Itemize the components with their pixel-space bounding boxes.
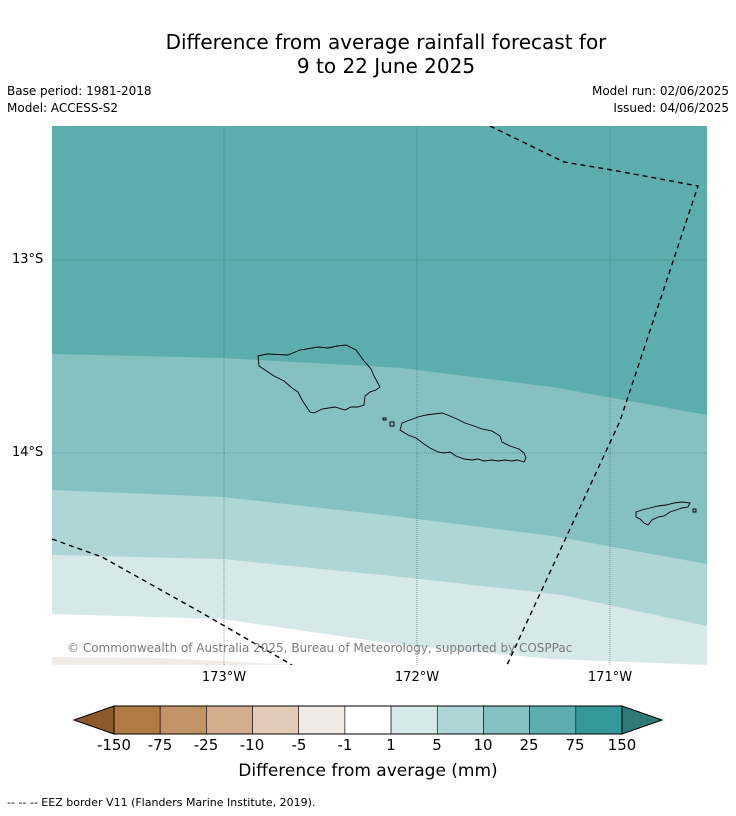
colorbar-cell: [252, 705, 300, 735]
colorbar-tick: -25: [193, 736, 219, 754]
colorbar-tick: -150: [96, 736, 132, 754]
colorbar-tick: 150: [607, 736, 637, 754]
colorbar-cell: [298, 705, 346, 735]
upolu-island: [399, 412, 527, 463]
eez-border: [52, 126, 699, 665]
colorbar-cell: [113, 705, 161, 735]
title-line-1: Difference from average rainfall forecas…: [165, 30, 607, 54]
colorbar-tick: 10: [473, 736, 493, 754]
colorbar-extend-high: [621, 705, 664, 735]
colorbar-cell: [483, 705, 530, 735]
colorbar: [72, 705, 664, 735]
islands: [257, 344, 697, 526]
colorbar-cell: [206, 705, 253, 735]
colorbar-tick: -1: [337, 736, 353, 754]
copyright-notice: © Commonwealth of Australia 2025, Bureau…: [67, 641, 573, 655]
colorbar-tick: 25: [519, 736, 539, 754]
colorbar-tick: 1: [386, 736, 396, 754]
eez-legend-note: -- -- -- EEZ border V11 (Flanders Marine…: [7, 796, 316, 809]
colorbar-extend-low: [72, 705, 115, 735]
lon-label-173w: 173°W: [201, 670, 247, 685]
tutuila-island: [635, 501, 691, 526]
map-svg: [52, 126, 707, 665]
map-area: [52, 126, 707, 665]
colorbar-tick: 5: [432, 736, 442, 754]
colorbar-cell: [159, 705, 207, 735]
lat-label-13s: 13°S: [12, 252, 44, 267]
colorbar-cell: [436, 705, 484, 735]
colorbar-tick: -5: [291, 736, 307, 754]
colorbar-frame: [113, 705, 623, 735]
lat-label-14s: 14°S: [12, 445, 44, 460]
aunuu-islet: [692, 508, 697, 513]
apolima-islet: [389, 421, 395, 427]
map-title: Difference from average rainfall forecas…: [0, 30, 736, 78]
savaii-island: [257, 344, 381, 414]
colorbar-cell: [575, 705, 623, 735]
lon-label-172w: 172°W: [394, 670, 440, 685]
colorbar-cell: [390, 705, 438, 735]
colorbar-tick: -75: [147, 736, 173, 754]
colorbar-label: Difference from average (mm): [238, 761, 498, 781]
band-neutral: [52, 614, 707, 665]
meta-right: Model run: 02/06/2025 Issued: 04/06/2025: [592, 83, 729, 117]
model-run: Model run: 02/06/2025: [591, 84, 729, 98]
band-minus1-minus5: [52, 657, 297, 665]
model-name: Model: ACCESS-S2: [7, 101, 119, 115]
meta-left: Base period: 1981-2018 Model: ACCESS-S2: [7, 83, 152, 117]
base-period: Base period: 1981-2018: [7, 84, 152, 98]
issued-date: Issued: 04/06/2025: [613, 101, 729, 115]
colorbar-cell: [529, 705, 577, 735]
colorbar-cells: [72, 705, 664, 735]
colorbar-tick: 75: [565, 736, 585, 754]
lon-label-171w: 171°W: [587, 670, 633, 685]
manono-islet: [382, 417, 387, 421]
colorbar-tick: -10: [239, 736, 265, 754]
title-line-2: 9 to 22 June 2025: [296, 54, 476, 78]
colorbar-cell: [344, 705, 392, 735]
